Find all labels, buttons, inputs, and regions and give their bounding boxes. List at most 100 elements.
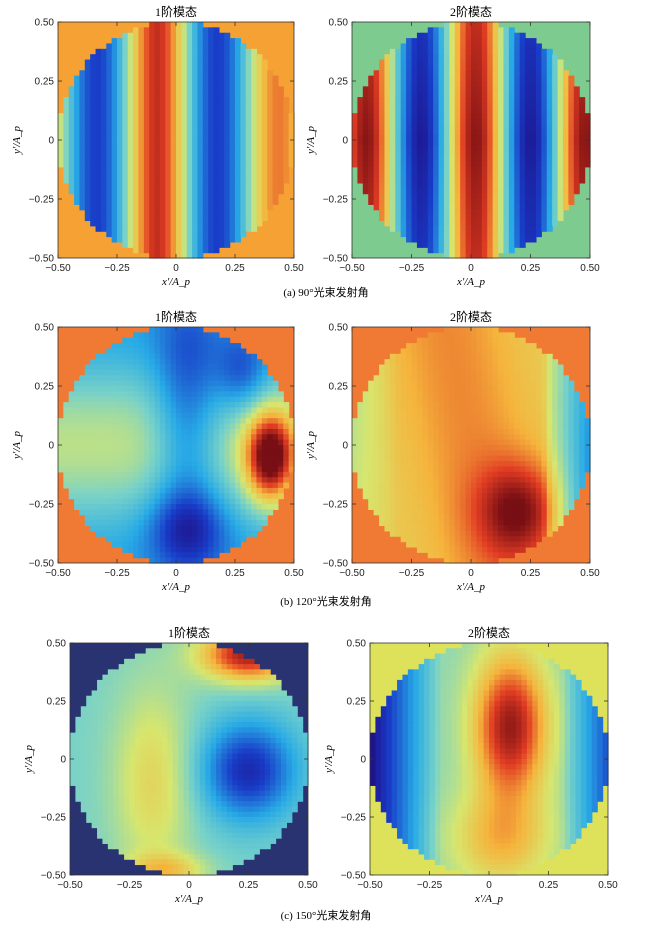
heatmap-cell bbox=[568, 81, 575, 87]
heatmap-cell bbox=[218, 129, 225, 136]
heatmap-cell bbox=[213, 113, 220, 120]
heatmap-cell bbox=[579, 134, 586, 141]
heatmap-cell bbox=[379, 215, 386, 222]
heatmap-cell bbox=[176, 140, 182, 146]
heatmap-cell bbox=[79, 428, 86, 435]
heatmap-cell bbox=[100, 369, 107, 376]
heatmap-cell bbox=[427, 59, 434, 66]
heatmap-cell bbox=[106, 129, 113, 136]
heatmap-cell bbox=[143, 380, 150, 387]
heatmap-cell bbox=[58, 123, 64, 130]
heatmap-cell bbox=[79, 123, 86, 130]
heatmap-cell bbox=[251, 353, 258, 360]
heatmap-cell bbox=[235, 150, 241, 157]
heatmap-cell bbox=[256, 482, 263, 489]
heatmap-cell bbox=[117, 407, 123, 414]
heatmap-cell bbox=[443, 123, 450, 130]
heatmap-cell bbox=[362, 123, 369, 130]
heatmap-cell bbox=[487, 22, 494, 28]
heatmap-cell bbox=[449, 364, 456, 371]
heatmap-cell bbox=[272, 166, 279, 173]
heatmap-cell bbox=[476, 86, 483, 93]
heatmap-cell bbox=[165, 166, 172, 173]
heatmap-cell bbox=[438, 38, 445, 45]
heatmap-cell bbox=[535, 209, 542, 216]
heatmap-cell bbox=[186, 150, 193, 157]
heatmap-cell bbox=[192, 552, 199, 559]
heatmap-cell bbox=[122, 64, 129, 71]
heatmap-cell bbox=[535, 231, 542, 238]
heatmap-cell bbox=[90, 156, 97, 163]
heatmap-cell bbox=[181, 445, 188, 451]
heatmap-cell bbox=[411, 70, 418, 77]
heatmap-cell bbox=[256, 64, 263, 71]
heatmap-cell bbox=[218, 380, 225, 387]
heatmap-cell bbox=[535, 54, 542, 61]
heatmap-cell bbox=[261, 514, 268, 521]
heatmap-cell bbox=[154, 140, 161, 146]
heatmap-cell bbox=[508, 225, 515, 232]
heatmap-cell bbox=[218, 364, 225, 371]
heatmap-cell bbox=[406, 225, 413, 232]
heatmap-cell bbox=[159, 81, 166, 87]
heatmap-cell bbox=[111, 482, 118, 489]
heatmap-cell bbox=[159, 493, 166, 500]
heatmap-cell bbox=[213, 509, 220, 516]
heatmap-cell bbox=[487, 166, 494, 173]
heatmap-cell bbox=[471, 161, 478, 168]
heatmap-cell bbox=[519, 353, 526, 360]
heatmap-cell bbox=[213, 402, 220, 409]
heatmap-cell bbox=[562, 199, 569, 205]
heatmap-cell bbox=[111, 391, 118, 398]
heatmap-cell bbox=[84, 461, 91, 468]
heatmap-cell bbox=[133, 150, 140, 157]
heatmap-cell bbox=[165, 353, 172, 360]
heatmap-cell bbox=[159, 129, 166, 136]
heatmap-cell bbox=[84, 150, 91, 157]
heatmap-cell bbox=[170, 236, 177, 243]
heatmap-cell bbox=[159, 364, 166, 371]
heatmap-cell bbox=[111, 150, 118, 157]
heatmap-cell bbox=[277, 445, 284, 451]
heatmap-cell bbox=[133, 546, 140, 553]
heatmap-cell bbox=[165, 396, 172, 403]
heatmap-cell bbox=[460, 140, 467, 146]
heatmap-cell bbox=[373, 161, 380, 168]
heatmap-cell bbox=[503, 343, 510, 350]
heatmap-cell bbox=[422, 70, 429, 77]
heatmap-cell bbox=[235, 220, 241, 227]
heatmap-cell bbox=[58, 140, 64, 146]
heatmap-cell bbox=[438, 369, 445, 376]
heatmap-cell bbox=[427, 193, 434, 200]
heatmap-cell bbox=[471, 375, 478, 382]
heatmap-cell bbox=[277, 177, 284, 184]
heatmap-cell bbox=[487, 134, 494, 141]
heatmap-cell bbox=[373, 134, 380, 141]
heatmap-cell bbox=[202, 391, 209, 398]
heatmap-cell bbox=[149, 541, 156, 548]
heatmap-cell bbox=[159, 140, 166, 146]
heatmap-cell bbox=[138, 102, 145, 109]
heatmap-cell bbox=[143, 391, 150, 398]
heatmap-cell bbox=[95, 220, 102, 227]
heatmap-cell bbox=[170, 332, 177, 339]
heatmap-cell bbox=[481, 38, 488, 45]
heatmap-cell bbox=[197, 156, 204, 163]
heatmap-cell bbox=[261, 209, 268, 216]
heatmap-cell bbox=[138, 81, 145, 87]
heatmap-cell bbox=[530, 172, 537, 179]
heatmap-cell bbox=[218, 48, 225, 55]
heatmap-cell bbox=[411, 375, 418, 382]
heatmap-cell bbox=[176, 220, 182, 227]
heatmap-cell bbox=[197, 225, 204, 232]
heatmap-cell bbox=[181, 134, 188, 141]
heatmap-cell bbox=[181, 418, 188, 425]
heatmap-cell bbox=[481, 204, 488, 211]
heatmap-cell bbox=[133, 156, 140, 163]
heatmap-cell bbox=[389, 156, 396, 163]
heatmap-cell bbox=[111, 359, 118, 366]
heatmap-cell bbox=[170, 353, 177, 360]
heatmap-cell bbox=[406, 43, 413, 50]
heatmap-cell bbox=[202, 54, 209, 61]
heatmap-cell bbox=[433, 81, 440, 87]
